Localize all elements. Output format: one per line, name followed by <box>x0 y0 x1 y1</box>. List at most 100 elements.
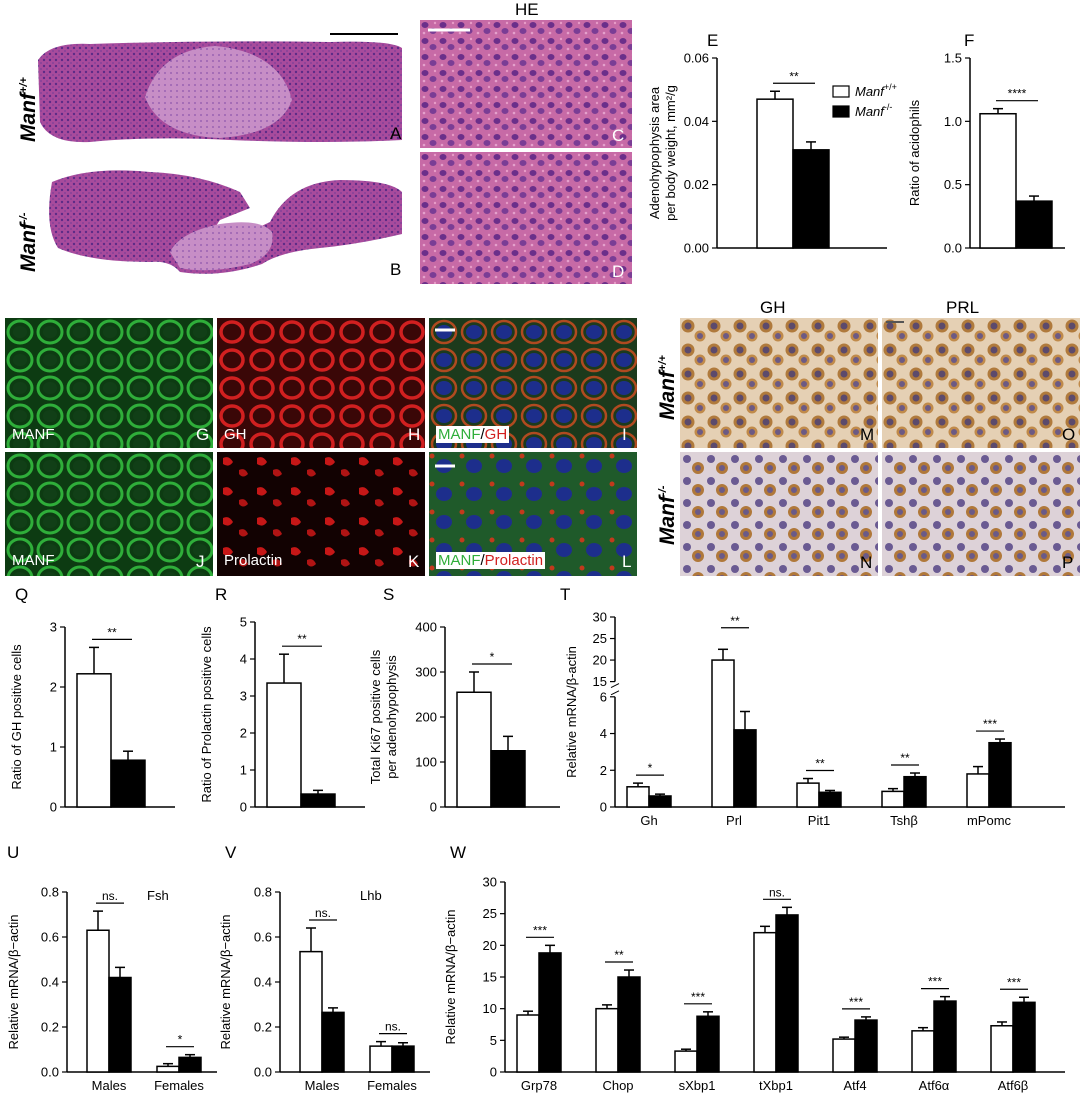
significance-label: ns. <box>102 889 118 903</box>
bar-wt <box>369 1045 393 1073</box>
panel-letter-s: S <box>383 585 394 604</box>
y-tick-label: 0 <box>240 800 247 815</box>
y-tick-label: 0.8 <box>254 885 272 900</box>
he-title: HE <box>515 0 539 19</box>
bar-ko <box>903 775 927 808</box>
y-tick-label: 30 <box>593 610 607 625</box>
y-tick-label: 0.2 <box>254 1020 272 1035</box>
he-panel-c <box>420 20 632 148</box>
ihc-panel-o <box>882 318 1080 448</box>
y-tick-label: 0.4 <box>254 975 272 990</box>
axis-break-mark <box>610 690 620 696</box>
chart-w: W 0 5 10 15 20 25 30 Relative mRNA/β−actin Grp78 C… <box>443 843 1065 1093</box>
panel-letter-a: A <box>390 124 402 143</box>
y-tick-label: 100 <box>415 755 437 770</box>
y-tick-label: 0.2 <box>41 1020 59 1035</box>
y-tick-label: 1 <box>50 740 57 755</box>
bar-wt <box>753 931 777 1073</box>
panel-letter-h: H <box>408 425 421 444</box>
bar-ko <box>792 149 830 249</box>
y-tick-label: 15 <box>593 674 607 689</box>
bar-wt <box>626 786 650 808</box>
y-axis-label: per body weight, mm²/g <box>663 85 678 221</box>
y-tick-label: 6 <box>600 689 607 704</box>
panel-letter-i: I <box>622 425 627 444</box>
if-panel-j <box>5 452 213 576</box>
bar-wt <box>990 1025 1014 1073</box>
x-tick-label: Atf6β <box>998 1078 1029 1093</box>
y-tick-label: 5 <box>490 1033 497 1048</box>
bar-wt <box>595 1007 619 1073</box>
panel-letter-w: W <box>450 843 466 862</box>
y-tick-label: 0 <box>490 1065 497 1080</box>
significance-label: *** <box>1007 975 1021 989</box>
legend-label-wt: Manf+/+ <box>855 82 897 99</box>
if-label-i: MANF/GH <box>436 426 510 443</box>
bar-ko <box>617 976 641 1073</box>
ihc-panel-p <box>882 452 1080 576</box>
if-label-j: MANF <box>12 552 55 569</box>
significance-label: ns. <box>769 885 785 899</box>
x-tick-label: Males <box>92 1078 127 1093</box>
chart-f: F 0.0 0.5 1.0 1.5 Ratio of acidophils **** <box>907 31 1065 256</box>
x-tick-label: Atf6α <box>919 1078 950 1093</box>
genotype-label-ko-ihc: Manf-/- <box>656 485 679 545</box>
x-tick-label: Chop <box>602 1078 633 1093</box>
y-tick-label: 1.0 <box>944 114 962 129</box>
bar-ko <box>775 914 799 1073</box>
legend-label-wt-sup: +/+ <box>884 82 897 92</box>
y-tick-label: 0.04 <box>684 114 709 129</box>
he-panel-a <box>30 22 410 147</box>
bar-wt <box>86 929 110 1073</box>
y-tick-label: 5 <box>240 615 247 630</box>
y-tick-label: 2 <box>50 680 57 695</box>
y-tick-label: 0 <box>430 800 437 815</box>
y-tick-label: 0.00 <box>684 241 709 256</box>
y-tick-label: 0.06 <box>684 51 709 66</box>
legend-swatch-ko <box>832 105 850 118</box>
x-tick-label: Tshβ <box>890 813 918 828</box>
bar-ko <box>648 795 672 808</box>
bar-wt <box>881 790 905 808</box>
if-panel-k <box>217 452 425 576</box>
y-tick-label: 3 <box>50 620 57 635</box>
significance-label: ** <box>614 948 624 962</box>
if-label-h: GH <box>224 426 247 443</box>
bar-wt <box>711 659 735 808</box>
bar-wt <box>674 1050 698 1073</box>
x-tick-label: Gh <box>640 813 657 828</box>
significance-label: *** <box>983 717 997 731</box>
x-tick-label: Grp78 <box>521 1078 557 1093</box>
bar-ko <box>538 952 562 1073</box>
y-axis-label: Adenohypophysis area <box>647 86 662 219</box>
bar-wt <box>456 691 492 808</box>
x-tick-label: Females <box>367 1078 417 1093</box>
y-tick-label: 0.4 <box>41 975 59 990</box>
chart-u: U Fsh 0.0 0.2 0.4 0.6 0.8 Relative mRNA/β−actin… <box>6 843 217 1093</box>
bar-wt <box>966 773 990 808</box>
y-axis-label: Ratio of GH positive cells <box>9 644 24 790</box>
y-axis-label: Total Ki67 positive cells <box>368 649 383 784</box>
significance-label: ** <box>107 625 117 639</box>
y-tick-label: 2 <box>240 726 247 741</box>
y-axis-label: Relative mRNA/β-actin <box>564 646 579 778</box>
y-tick-label: 400 <box>415 620 437 635</box>
he-section-wt <box>38 33 402 143</box>
panel-letter-j: J <box>196 552 205 571</box>
y-tick-label: 4 <box>240 652 247 667</box>
panel-letter-l: L <box>622 552 632 571</box>
x-tick-label: Pit1 <box>808 813 830 828</box>
chart-title: Lhb <box>360 888 382 903</box>
bar-ko <box>1012 1001 1036 1073</box>
y-tick-label: 15 <box>483 970 497 985</box>
panel-letter-q: Q <box>15 585 28 604</box>
y-tick-label: 0.8 <box>41 885 59 900</box>
panel-letter-f: F <box>964 31 974 50</box>
bar-ko <box>490 750 526 808</box>
y-axis-label: Relative mRNA/β−actin <box>218 915 233 1050</box>
chart-title: Fsh <box>147 888 169 903</box>
panel-letter-v: V <box>225 843 237 862</box>
significance-label: ** <box>730 614 740 628</box>
y-tick-label: 300 <box>415 665 437 680</box>
significance-label: *** <box>849 995 863 1009</box>
